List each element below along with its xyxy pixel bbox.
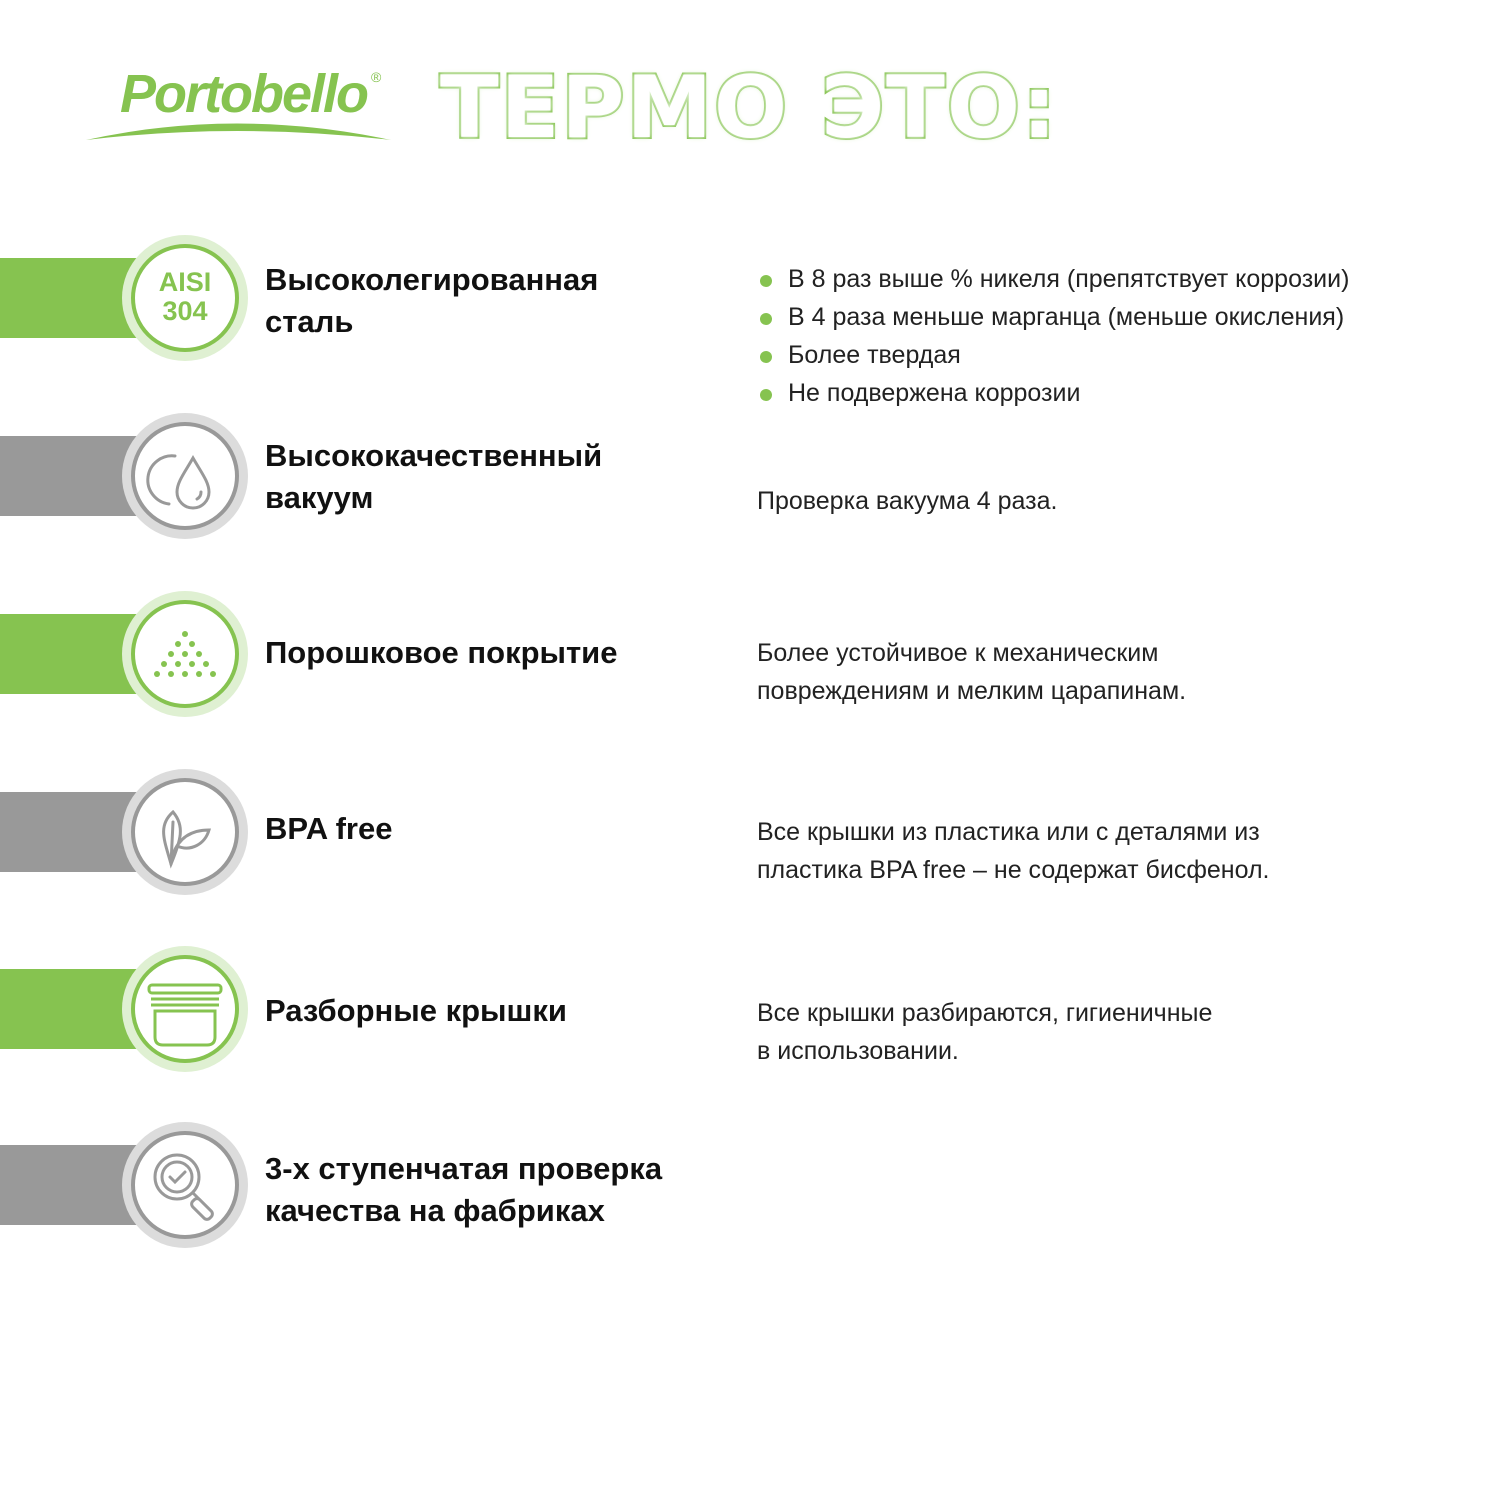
leaf-icon xyxy=(162,809,211,869)
feature-heading: Высококачественный вакуум xyxy=(265,438,603,515)
feature-powder-coating: Порошковое покрытие Более устойчивое к м… xyxy=(0,589,1500,719)
feature-heading: Высоколегированная сталь xyxy=(265,262,599,339)
lid-icon xyxy=(147,983,223,1047)
feature-heading: 3-х ступенчатая проверка качества на фабр… xyxy=(265,1151,663,1228)
feature-heading: BPA free xyxy=(265,811,393,846)
powder-dots-icon xyxy=(154,631,216,677)
feature-removable-lids: Разборные крышки Все крышки разбираются,… xyxy=(0,944,1500,1074)
portobello-logo: Portobello ® xyxy=(86,62,391,142)
magnifier-check-icon xyxy=(153,1153,214,1221)
feature-heading: Разборные крышки xyxy=(265,993,567,1028)
bullet-item: В 4 раза меньше марганца (меньше окислен… xyxy=(757,298,1492,336)
feature-quality-check: 3-х ступенчатая проверка качества на фабр… xyxy=(0,1120,1500,1250)
feature-description: Все крышки разбираются, гигиеничные в исп… xyxy=(757,999,1213,1065)
feature-description: Проверка вакуума 4 раза. xyxy=(757,487,1058,515)
bullet-item: Более твердая xyxy=(757,336,1492,374)
aisi-304-badge-icon: AISI 304 xyxy=(131,244,239,352)
feature-bpa-free: BPA free Все крышки из пластика или с де… xyxy=(0,767,1500,897)
bullet-item: Не подвержена коррозии xyxy=(757,374,1492,412)
page-title: ТЕРМО ЭТО: xyxy=(438,56,1059,160)
feature-steel: AISI 304 Высоколегированная сталь В 8 раз … xyxy=(0,233,1500,407)
logo-swoosh-icon xyxy=(86,123,391,140)
registered-mark: ® xyxy=(371,69,382,85)
feature-vacuum: Высококачественный вакуум Проверка вакуум… xyxy=(0,411,1500,541)
bullet-item: В 8 раз выше % никеля (препятствует корр… xyxy=(757,260,1492,298)
feature-bullets: В 8 раз выше % никеля (препятствует корр… xyxy=(757,260,1492,412)
feature-description: Все крышки из пластика или с деталями из… xyxy=(757,818,1270,884)
feature-description: Более устойчивое к механическим поврежден… xyxy=(757,639,1187,705)
logo-text: Portobello xyxy=(120,64,369,124)
feature-heading: Порошковое покрытие xyxy=(265,635,618,670)
vacuum-drop-icon xyxy=(146,454,211,510)
